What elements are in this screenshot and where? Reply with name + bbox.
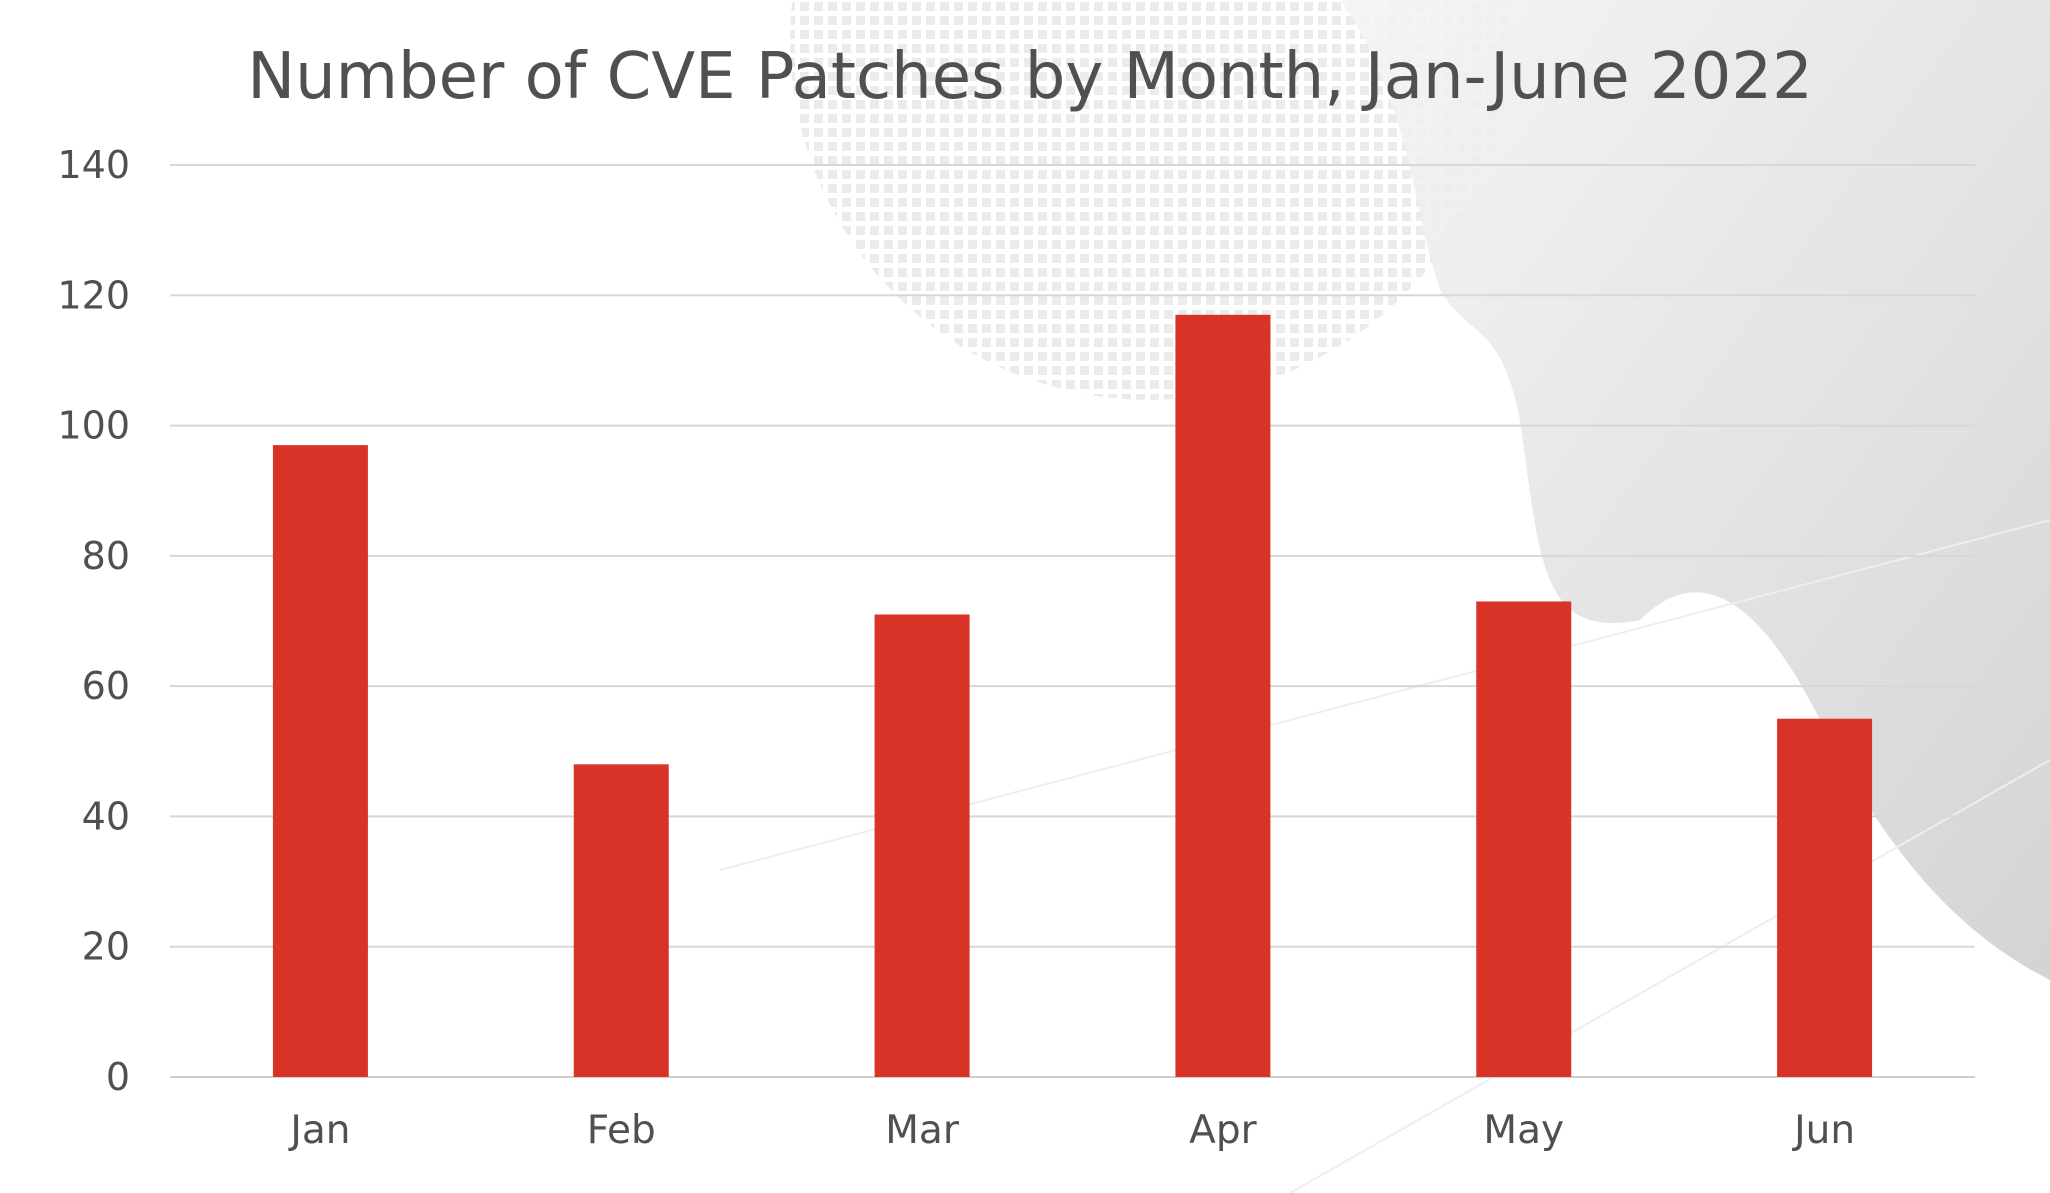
y-axis-tick-labels: 0 20 40 60 80 100 120 140	[57, 143, 130, 1099]
chart-title: Number of CVE Patches by Month, Jan-June…	[247, 40, 1813, 114]
x-category-label: Jan	[287, 1108, 350, 1153]
x-category-label: May	[1483, 1108, 1564, 1153]
y-tick-label: 100	[57, 404, 130, 448]
y-tick-label: 80	[82, 534, 130, 578]
bar-feb	[573, 764, 669, 1077]
y-tick-label: 20	[82, 925, 130, 969]
y-tick-label: 60	[82, 664, 130, 708]
x-axis-category-labels: Jan Feb Mar Apr May Jun	[287, 1108, 1855, 1153]
bar-mar	[874, 614, 970, 1077]
bars	[272, 314, 1873, 1078]
bar-apr	[1175, 314, 1271, 1077]
bar-jun	[1777, 718, 1873, 1077]
abstract-shape-decoration	[1340, 0, 2050, 980]
y-tick-label: 0	[106, 1055, 130, 1099]
bar-jan	[272, 445, 368, 1078]
background-decoration	[719, 0, 2050, 1193]
y-tick-label: 140	[57, 143, 130, 187]
gridlines	[170, 164, 1975, 1078]
bar-may	[1476, 601, 1572, 1077]
x-category-label: Apr	[1189, 1108, 1257, 1153]
y-tick-label: 120	[57, 273, 130, 317]
x-category-label: Feb	[587, 1108, 656, 1153]
y-tick-label: 40	[82, 794, 130, 838]
x-category-label: Mar	[885, 1108, 960, 1153]
x-category-label: Jun	[1791, 1108, 1855, 1153]
dotted-globe-decoration	[790, 0, 1510, 400]
decor-line	[1289, 759, 2050, 1193]
